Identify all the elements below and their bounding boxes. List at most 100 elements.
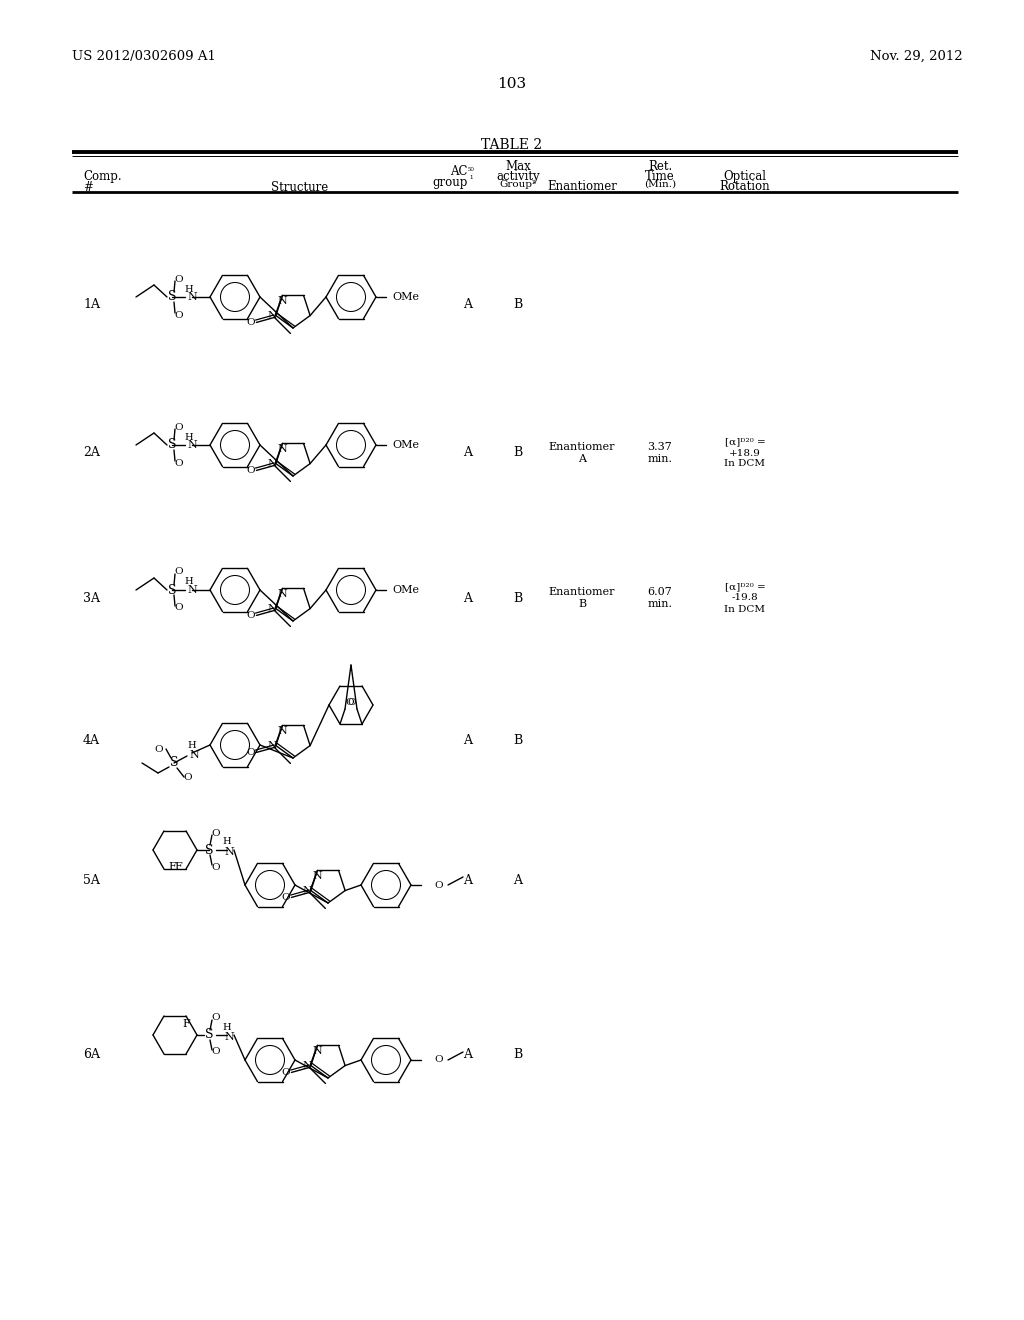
Text: Enantiomer: Enantiomer bbox=[549, 587, 615, 597]
Text: N: N bbox=[187, 440, 197, 450]
Text: A: A bbox=[578, 454, 586, 465]
Text: F: F bbox=[182, 1019, 189, 1030]
Text: Nov. 29, 2012: Nov. 29, 2012 bbox=[870, 50, 963, 63]
Text: OMe: OMe bbox=[392, 440, 420, 450]
Text: group: group bbox=[432, 176, 468, 189]
Text: A: A bbox=[464, 591, 472, 605]
Text: O: O bbox=[246, 466, 255, 475]
Text: S: S bbox=[168, 583, 176, 597]
Text: O: O bbox=[175, 458, 183, 467]
Text: H: H bbox=[184, 285, 194, 293]
Text: (Min.): (Min.) bbox=[644, 180, 676, 189]
Text: Rotation: Rotation bbox=[720, 180, 770, 193]
Text: 2A: 2A bbox=[83, 446, 100, 459]
Text: N: N bbox=[302, 886, 311, 895]
Text: N: N bbox=[189, 750, 199, 760]
Text: A: A bbox=[464, 298, 472, 312]
Text: A: A bbox=[464, 874, 472, 887]
Text: N: N bbox=[267, 310, 276, 321]
Text: TABLE 2: TABLE 2 bbox=[481, 139, 543, 152]
Text: N: N bbox=[278, 590, 288, 599]
Text: Comp.: Comp. bbox=[83, 170, 122, 183]
Text: N: N bbox=[302, 1060, 311, 1071]
Text: N: N bbox=[267, 603, 276, 614]
Text: In DCM: In DCM bbox=[725, 605, 766, 614]
Text: A: A bbox=[513, 874, 522, 887]
Text: Enantiomer: Enantiomer bbox=[547, 180, 616, 193]
Text: O: O bbox=[246, 748, 255, 756]
Text: O: O bbox=[282, 892, 290, 902]
Text: A: A bbox=[464, 446, 472, 459]
Text: B: B bbox=[513, 446, 522, 459]
Text: O: O bbox=[175, 568, 183, 577]
Text: H: H bbox=[184, 578, 194, 586]
Text: N: N bbox=[312, 1047, 323, 1056]
Text: O: O bbox=[434, 1056, 443, 1064]
Text: O: O bbox=[175, 310, 183, 319]
Text: 1A: 1A bbox=[83, 298, 100, 312]
Text: N: N bbox=[224, 847, 233, 857]
Text: F: F bbox=[168, 862, 176, 873]
Text: S: S bbox=[170, 756, 178, 770]
Text: A: A bbox=[464, 734, 472, 747]
Text: B: B bbox=[513, 1048, 522, 1061]
Text: -19.8: -19.8 bbox=[732, 594, 759, 602]
Text: 5A: 5A bbox=[83, 874, 100, 887]
Text: N: N bbox=[278, 445, 288, 454]
Text: O: O bbox=[282, 1068, 290, 1077]
Text: N: N bbox=[187, 292, 197, 302]
Text: 6A: 6A bbox=[83, 1048, 100, 1061]
Text: O: O bbox=[434, 880, 443, 890]
Text: Time: Time bbox=[645, 170, 675, 183]
Text: [α]ᴰ²⁰ =: [α]ᴰ²⁰ = bbox=[725, 437, 765, 446]
Text: 103: 103 bbox=[498, 77, 526, 91]
Text: min.: min. bbox=[647, 599, 673, 609]
Text: O: O bbox=[155, 744, 163, 754]
Text: A: A bbox=[464, 1048, 472, 1061]
Text: O: O bbox=[175, 422, 183, 432]
Text: H: H bbox=[184, 433, 194, 441]
Text: 3.37: 3.37 bbox=[647, 442, 673, 451]
Text: N: N bbox=[267, 458, 276, 469]
Text: 3A: 3A bbox=[83, 591, 100, 605]
Text: Enantiomer: Enantiomer bbox=[549, 442, 615, 451]
Text: US 2012/0302609 A1: US 2012/0302609 A1 bbox=[72, 50, 216, 63]
Text: N: N bbox=[267, 741, 276, 751]
Text: +18.9: +18.9 bbox=[729, 449, 761, 458]
Text: In DCM: In DCM bbox=[725, 459, 766, 469]
Text: O: O bbox=[175, 603, 183, 612]
Text: ¹: ¹ bbox=[469, 176, 472, 183]
Text: N: N bbox=[312, 871, 323, 882]
Text: H: H bbox=[222, 837, 231, 846]
Text: B: B bbox=[578, 599, 586, 609]
Text: O: O bbox=[348, 697, 356, 706]
Text: OMe: OMe bbox=[392, 585, 420, 595]
Text: B: B bbox=[513, 298, 522, 312]
Text: Optical: Optical bbox=[724, 170, 767, 183]
Text: 6.07: 6.07 bbox=[647, 587, 673, 597]
Text: H: H bbox=[187, 741, 197, 750]
Text: N: N bbox=[278, 726, 288, 737]
Text: Structure: Structure bbox=[271, 181, 329, 194]
Text: O: O bbox=[246, 318, 255, 327]
Text: S: S bbox=[168, 290, 176, 304]
Text: activity: activity bbox=[497, 170, 540, 183]
Text: Group²: Group² bbox=[500, 180, 537, 189]
Text: AC: AC bbox=[451, 165, 468, 178]
Text: O: O bbox=[346, 697, 354, 706]
Text: S: S bbox=[168, 438, 176, 451]
Text: S: S bbox=[205, 843, 213, 857]
Text: O: O bbox=[212, 1014, 220, 1023]
Text: O: O bbox=[212, 829, 220, 837]
Text: N: N bbox=[224, 1032, 233, 1041]
Text: O: O bbox=[246, 611, 255, 620]
Text: #: # bbox=[83, 181, 93, 194]
Text: N: N bbox=[187, 585, 197, 595]
Text: Ret.: Ret. bbox=[648, 160, 672, 173]
Text: 4A: 4A bbox=[83, 734, 100, 747]
Text: ₅₀: ₅₀ bbox=[468, 165, 475, 173]
Text: min.: min. bbox=[647, 454, 673, 465]
Text: O: O bbox=[175, 275, 183, 284]
Text: B: B bbox=[513, 734, 522, 747]
Text: O: O bbox=[212, 1048, 220, 1056]
